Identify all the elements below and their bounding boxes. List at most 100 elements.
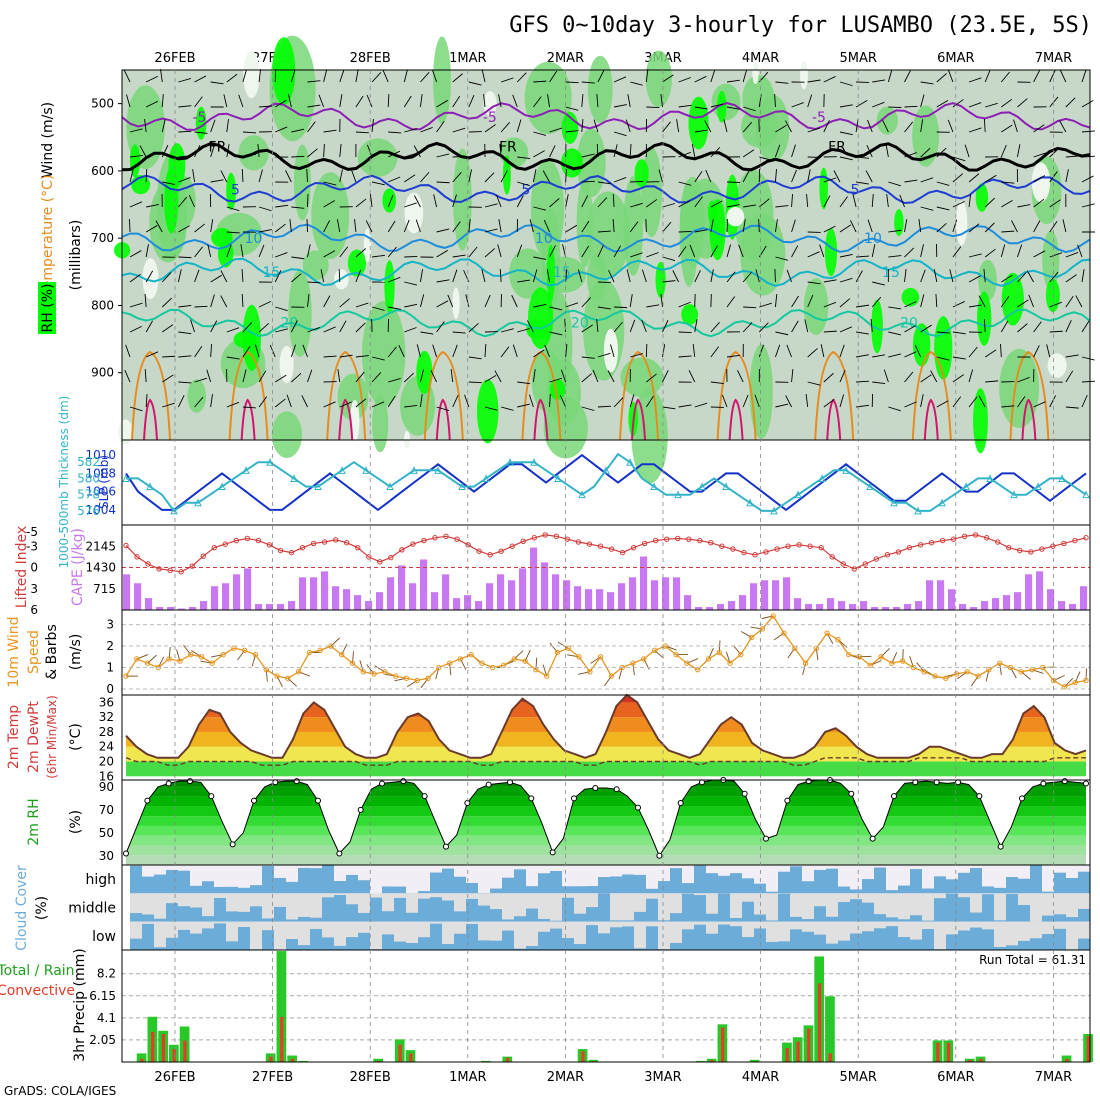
wind-barb [226, 144, 230, 158]
wind-barb [920, 81, 934, 85]
cloud-cell [694, 865, 707, 894]
wind-barb [494, 370, 502, 383]
wind-barb [968, 369, 974, 383]
thickness-point [698, 482, 706, 491]
wind-barb [871, 296, 882, 308]
wind-barb [226, 401, 240, 408]
wind-barb [436, 153, 450, 158]
cloud-cell [442, 944, 455, 950]
rh-saturated-patch [655, 261, 666, 298]
isotherm-line [121, 223, 1091, 254]
cape-bar [772, 580, 780, 610]
wind-speed-point [770, 613, 776, 619]
isotherm-label: 20 [571, 315, 589, 331]
wind-barb [983, 318, 986, 333]
wind-barb [533, 206, 547, 211]
cape-bar [299, 577, 307, 610]
warm-contour [423, 350, 464, 441]
wind-barb [807, 94, 813, 108]
cloud-base [898, 893, 911, 922]
cape-bar [717, 604, 725, 610]
wind-barb [468, 356, 482, 360]
cloud-base [1066, 893, 1079, 922]
wind-barb [188, 194, 195, 208]
wind-barb [366, 144, 373, 158]
cloud-cell [814, 869, 827, 894]
wind-barb [886, 194, 889, 208]
cloud-cell [310, 928, 323, 950]
cloud-base [514, 893, 527, 922]
lifted-index-point [310, 540, 317, 547]
thickness-point [434, 466, 442, 474]
wind-barb [1001, 124, 1013, 133]
wind-barb [630, 252, 643, 258]
wind-barb [337, 369, 341, 383]
wind-barb [500, 170, 508, 183]
cloud-base [994, 921, 1007, 950]
wind-barb [839, 253, 853, 258]
wind-barb [226, 206, 240, 212]
cloud-cell [166, 869, 179, 894]
cloud-cell [382, 886, 395, 894]
wind-barb [823, 279, 837, 283]
rh-saturated-patch [975, 183, 989, 212]
cloud-cell [718, 875, 731, 894]
wind-barb [126, 94, 131, 108]
precip-bar [480, 1060, 491, 1062]
wind-speed-line [125, 614, 1087, 688]
wind-barb [404, 152, 417, 158]
cloud-base [922, 865, 935, 894]
wind-barb [839, 277, 853, 283]
wind-barb [1001, 98, 1013, 108]
cloud-base [634, 921, 647, 950]
convective-bar [161, 1034, 166, 1062]
warm-contour [131, 350, 171, 441]
cloud-cell [466, 898, 479, 922]
precip-bar [136, 1053, 147, 1062]
wind-barb [1049, 199, 1061, 208]
lifted-index-point [255, 537, 262, 544]
rh-saturated-patch [526, 319, 548, 340]
wind-barb [920, 119, 924, 133]
cloud-cell [958, 930, 971, 950]
wind-barb [388, 131, 402, 134]
wind-barb [738, 244, 744, 258]
wind-barb [872, 354, 886, 358]
wind-speed-point [781, 630, 787, 636]
cloud-unit-label: (%) [34, 896, 50, 920]
wind-barb [533, 80, 547, 83]
cloud-cell [286, 939, 299, 950]
wind-barb [178, 331, 192, 335]
lifted-index-point [266, 542, 273, 548]
wind-barb [532, 269, 538, 283]
lifted-index-point [906, 544, 913, 551]
wind-barb [964, 144, 970, 158]
wind-barb [1033, 70, 1040, 83]
lifted-index-point [277, 547, 284, 554]
cloud-base [1042, 893, 1055, 922]
wind-barb [355, 355, 369, 358]
rh-moist-patch [876, 106, 898, 135]
isotherm-label: 10 [535, 231, 553, 247]
cape-bar [783, 577, 791, 610]
convective-bar [710, 1059, 714, 1062]
lifted-index-point [796, 542, 802, 548]
wind-barb [275, 204, 289, 208]
wind-barb [613, 177, 627, 183]
wind-barb [743, 204, 757, 208]
cloud-cell [874, 928, 887, 950]
cloud-base [382, 865, 395, 894]
cloud-cell [742, 878, 755, 894]
cloud-cell [994, 920, 1007, 922]
wind-barb [852, 194, 857, 208]
cloud-cell [982, 886, 995, 894]
wind-barb [241, 293, 244, 308]
rh-dry-patch [243, 51, 260, 99]
wind-barb [241, 268, 244, 283]
cloud-cell [610, 876, 623, 894]
thickness-point [170, 506, 178, 515]
wind-barb [872, 281, 885, 286]
wind-barb [512, 94, 518, 108]
wind-barb [565, 168, 567, 183]
